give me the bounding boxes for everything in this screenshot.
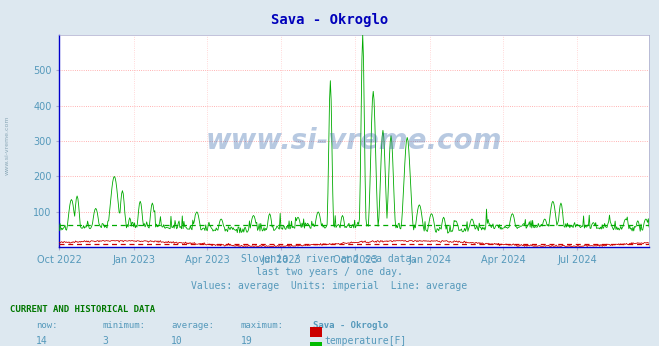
- Text: average:: average:: [171, 321, 214, 330]
- Text: Sava - Okroglo: Sava - Okroglo: [313, 321, 388, 330]
- Text: last two years / one day.: last two years / one day.: [256, 267, 403, 277]
- Text: www.si-vreme.com: www.si-vreme.com: [5, 116, 10, 175]
- Text: temperature[F]: temperature[F]: [325, 336, 407, 346]
- Text: maximum:: maximum:: [241, 321, 283, 330]
- Text: CURRENT AND HISTORICAL DATA: CURRENT AND HISTORICAL DATA: [10, 305, 155, 314]
- Text: Slovenia / river and sea data.: Slovenia / river and sea data.: [241, 254, 418, 264]
- Text: 10: 10: [171, 336, 183, 346]
- Text: minimum:: minimum:: [102, 321, 145, 330]
- Text: Values: average  Units: imperial  Line: average: Values: average Units: imperial Line: av…: [191, 281, 468, 291]
- Text: now:: now:: [36, 321, 58, 330]
- Text: 14: 14: [36, 336, 48, 346]
- Text: www.si-vreme.com: www.si-vreme.com: [206, 127, 502, 155]
- Text: 3: 3: [102, 336, 108, 346]
- Text: 19: 19: [241, 336, 252, 346]
- Text: Sava - Okroglo: Sava - Okroglo: [271, 13, 388, 27]
